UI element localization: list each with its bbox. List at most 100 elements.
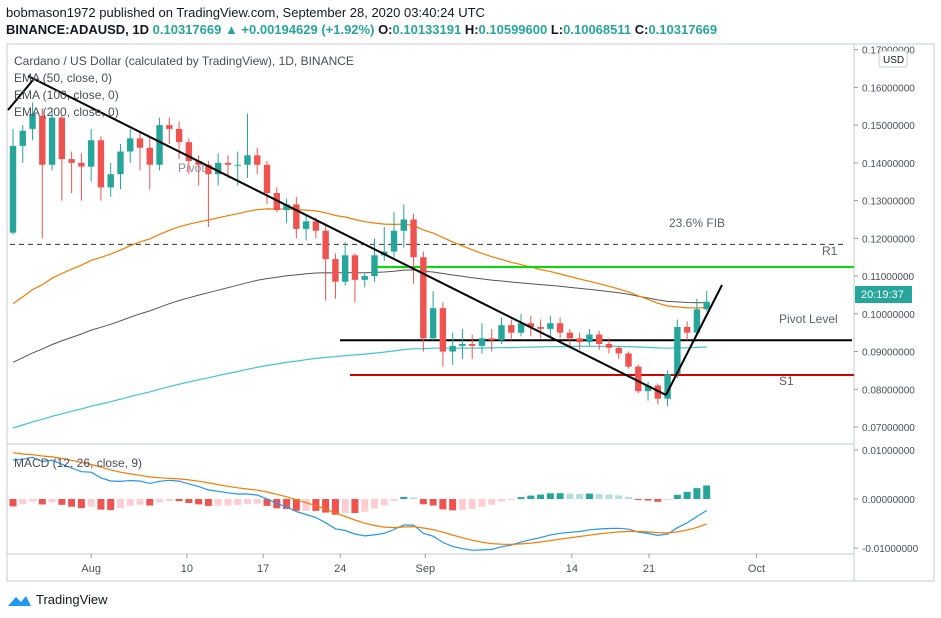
candle-body xyxy=(117,151,124,175)
macd-histogram-bar xyxy=(116,499,124,509)
price-tick-label: 0.16000000 xyxy=(862,83,915,94)
time-tick-label: Aug xyxy=(81,563,101,575)
macd-histogram-bar xyxy=(146,499,154,506)
candle-body xyxy=(605,344,613,348)
s1-label: S1 xyxy=(779,374,794,388)
candle-body xyxy=(205,164,212,175)
macd-histogram-bar xyxy=(107,499,115,511)
symbol-line: BINANCE:ADAUSD, 1D 0.10317669 ▲ +0.00194… xyxy=(6,21,717,38)
symbol: BINANCE:ADAUSD, 1D xyxy=(6,22,150,37)
macd-histogram-bar xyxy=(419,499,427,505)
candle-body xyxy=(341,255,349,282)
candle-body xyxy=(429,308,437,339)
macd-histogram-bar xyxy=(576,494,584,499)
tradingview-cloud-icon xyxy=(8,595,31,606)
price-tick-label: 0.13000000 xyxy=(862,197,915,208)
macd-histogram-bar xyxy=(302,499,310,511)
macd-histogram-bar xyxy=(204,499,212,506)
ema200-legend[interactable]: EMA (200, close, 0) xyxy=(14,105,119,119)
downtrend-line-main[interactable] xyxy=(27,75,667,396)
candle-body xyxy=(244,155,251,165)
macd-histogram xyxy=(9,485,711,515)
candle-body xyxy=(517,323,525,333)
candle-body xyxy=(654,385,662,399)
macd-histogram-bar xyxy=(390,499,398,501)
candle-body xyxy=(156,125,163,165)
price-tick-label: 0.07000000 xyxy=(862,423,915,434)
price-tick-label: 0.14000000 xyxy=(862,159,915,170)
macd-tick-label: 0.00000000 xyxy=(862,495,915,506)
time-tick-label: Oct xyxy=(748,563,765,575)
candle-body xyxy=(68,159,75,163)
candle-body xyxy=(674,327,681,375)
macd-histogram-bar xyxy=(253,499,261,504)
r1-label: R1 xyxy=(822,244,838,258)
macd-histogram-bar xyxy=(361,499,369,512)
candle-body xyxy=(39,115,46,165)
macd-histogram-bar xyxy=(9,499,17,507)
close-label: C: xyxy=(634,22,649,37)
ema50-legend[interactable]: EMA (50, close, 0) xyxy=(14,71,113,85)
candle-body xyxy=(586,334,593,343)
macd-histogram-bar xyxy=(664,499,672,501)
macd-histogram-bar xyxy=(68,499,76,507)
ema100-legend[interactable]: EMA (100, close, 0) xyxy=(14,88,119,102)
high-value: 0.10599600 xyxy=(478,22,548,37)
macd-histogram-bar xyxy=(331,499,339,515)
candle-body xyxy=(166,125,173,129)
candle-body xyxy=(547,323,554,329)
candle-body xyxy=(596,334,603,344)
candle-body xyxy=(254,155,261,165)
macd-legend[interactable]: MACD (12, 26, close, 9) xyxy=(14,456,143,470)
breakout-line[interactable] xyxy=(665,284,723,396)
candle-body xyxy=(195,160,202,165)
candle-body xyxy=(537,327,544,329)
candle-body xyxy=(508,325,515,333)
close-value: 0.10317669 xyxy=(648,22,718,37)
pivot-left-label: Pivot xyxy=(178,161,205,175)
candle-body xyxy=(234,164,241,166)
ema200-line xyxy=(12,345,707,429)
candle-body xyxy=(703,301,710,310)
price-axis-frame xyxy=(853,43,935,582)
macd-histogram-bar xyxy=(527,495,535,499)
price-tick-label: 0.11000000 xyxy=(862,272,915,283)
macd-histogram-bar xyxy=(546,493,554,499)
macd-histogram-bar xyxy=(673,494,681,499)
candle-body xyxy=(322,230,329,260)
candle-body xyxy=(449,345,456,352)
candle-body xyxy=(283,204,290,211)
macd-histogram-bar xyxy=(468,499,476,509)
macd-histogram-bar xyxy=(615,495,623,499)
candle-body xyxy=(420,257,427,339)
candle-body xyxy=(351,255,359,280)
macd-histogram-bar xyxy=(243,499,251,504)
candle-body xyxy=(175,128,183,143)
macd-histogram-bar xyxy=(234,499,242,506)
publisher-line: bobmason1972 published on TradingView.co… xyxy=(6,5,485,20)
macd-histogram-bar xyxy=(224,499,232,506)
macd-histogram-bar xyxy=(175,499,183,502)
candle-body xyxy=(644,385,652,392)
tradingview-logo[interactable]: TradingView xyxy=(6,592,108,607)
macd-tick-label: -0.01000000 xyxy=(862,544,919,555)
price-badge-box xyxy=(855,286,912,303)
pivot-label: Pivot Level xyxy=(779,312,838,326)
macd-histogram-bar xyxy=(537,494,545,499)
macd-histogram-bar xyxy=(517,497,525,499)
macd-histogram-bar xyxy=(48,499,56,503)
tradingview-brand: TradingView xyxy=(36,592,108,607)
macd-axis-ticks: 0.01000000 0.00000000 -0.01000000 xyxy=(854,446,919,555)
candle-body xyxy=(390,230,398,252)
candle-body xyxy=(214,162,222,175)
downtrend-line[interactable] xyxy=(7,79,34,111)
candle-body xyxy=(185,142,193,161)
macd-histogram-bar xyxy=(341,499,349,513)
time-tick-label: 21 xyxy=(643,563,655,575)
candle-body xyxy=(78,162,85,167)
candle-body xyxy=(293,204,300,229)
candle-body xyxy=(488,338,495,341)
candle-body xyxy=(107,174,114,188)
macd-histogram-bar xyxy=(644,499,652,501)
